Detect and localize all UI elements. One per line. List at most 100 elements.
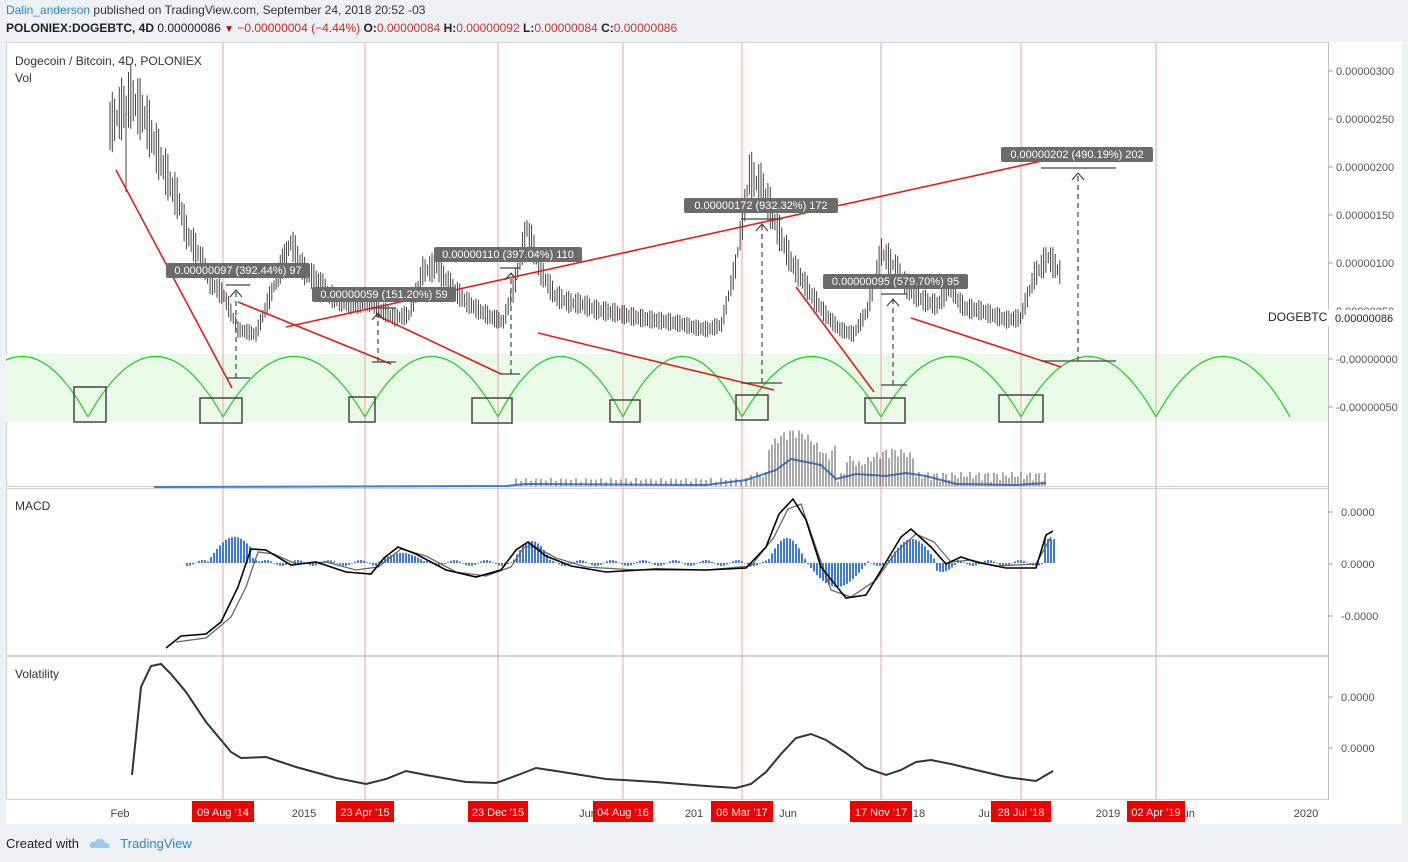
down-arrow-icon: ▼ xyxy=(224,24,235,35)
macd-histogram-bar xyxy=(783,538,785,563)
macd-histogram-bar xyxy=(906,540,908,563)
macd-histogram-bar xyxy=(666,562,668,564)
macd-histogram-bar xyxy=(972,563,974,566)
macd-histogram-bar xyxy=(336,563,338,564)
x-axis-label: Ju xyxy=(978,808,990,820)
symbol: POLONIEX:DOGEBTC, 4D xyxy=(6,21,155,35)
volatility-y-tick-label: 0.0000 xyxy=(1341,743,1375,755)
macd-histogram-bar xyxy=(975,563,977,566)
cycle-arc xyxy=(497,356,624,418)
macd-histogram-bar xyxy=(189,563,191,566)
cycle-low-box xyxy=(471,397,513,424)
macd-histogram-bar xyxy=(1002,563,1004,566)
macd-histogram-bar xyxy=(195,562,197,564)
macd-histogram-bar xyxy=(597,563,599,566)
macd-histogram-bar xyxy=(489,560,491,563)
date-tag-label: 23 Apr '15 xyxy=(340,807,389,819)
x-axis-label: 18 xyxy=(913,808,925,820)
measure-label: 0.00000095 (579.70%) 95 xyxy=(832,276,959,288)
macd-histogram-bar xyxy=(750,563,752,566)
macd-histogram-bar xyxy=(1044,539,1046,563)
trend-line xyxy=(910,317,1062,368)
macd-histogram-bar xyxy=(822,563,824,581)
macd-histogram-bar xyxy=(477,563,479,564)
measure-label-box xyxy=(434,247,582,262)
macd-histogram-bar xyxy=(987,560,989,563)
date-tag-label: 04 Aug '16 xyxy=(597,807,649,819)
macd-histogram-bar xyxy=(693,563,695,566)
cycle-arc xyxy=(1020,355,1157,418)
author-link[interactable]: Dalin_anderson xyxy=(6,3,91,17)
volatility-line xyxy=(131,662,1054,790)
macd-histogram-bar xyxy=(903,541,905,563)
trend-line xyxy=(537,332,775,391)
macd-histogram-bar xyxy=(612,560,614,563)
macd-histogram-bar xyxy=(408,553,410,563)
macd-histogram-bar xyxy=(942,563,944,572)
macd-histogram-bar xyxy=(999,563,1001,565)
macd-histogram-bar xyxy=(681,562,683,564)
cycle-arc xyxy=(0,355,89,418)
volume-label: Vol xyxy=(15,71,32,85)
macd-histogram-bar xyxy=(231,537,233,563)
macd-histogram-bar xyxy=(600,563,602,565)
macd-histogram-bar xyxy=(645,560,647,563)
macd-histogram-bar xyxy=(345,563,347,566)
macd-histogram-bar xyxy=(624,563,626,566)
macd-signal-line xyxy=(175,503,1052,643)
measure-label-box xyxy=(823,274,968,289)
macd-histogram-bar xyxy=(732,561,734,563)
macd-histogram-bar xyxy=(891,555,893,563)
macd-histogram-bar xyxy=(207,561,209,563)
date-tag-label: 02 Apr '19 xyxy=(1131,807,1180,819)
macd-histogram-bar xyxy=(789,538,791,563)
macd-histogram-bar xyxy=(801,553,803,563)
cycle-arc xyxy=(222,355,366,418)
macd-title: MACD xyxy=(15,499,51,513)
measure-label: 0.00000172 (932.32%) 172 xyxy=(694,200,827,212)
measure-arrow-icon xyxy=(886,298,900,307)
macd-histogram-bar xyxy=(633,563,635,564)
macd-histogram-bar xyxy=(834,563,836,587)
macd-histogram-bar xyxy=(327,560,329,563)
x-axis-label: 2015 xyxy=(292,808,316,820)
chart-svg[interactable]: 0.00000097 (392.44%) 97 0.00000059 (151.2… xyxy=(0,18,1402,824)
macd-histogram-bar xyxy=(222,542,224,563)
macd-histogram-bar xyxy=(519,550,521,563)
macd-histogram-bar xyxy=(237,537,239,563)
cycle-low-box xyxy=(73,386,107,423)
measure-label: 0.00000110 (397.04%) 110 xyxy=(442,249,574,261)
macd-histogram-bar xyxy=(411,554,413,563)
macd-histogram-bar xyxy=(342,563,344,566)
macd-histogram-bar xyxy=(228,538,230,563)
macd-histogram-bar xyxy=(960,560,962,563)
macd-histogram-bar xyxy=(741,561,743,563)
volatility-title: Volatility xyxy=(15,667,59,681)
macd-histogram-bar xyxy=(570,563,572,564)
macd-histogram-bar xyxy=(621,563,623,565)
date-tag-label: 09 Aug '14 xyxy=(197,807,249,819)
macd-histogram-bar xyxy=(1041,563,1043,565)
macd-histogram-bar xyxy=(828,563,830,585)
macd-histogram-bar xyxy=(651,563,653,564)
macd-line xyxy=(165,497,1054,649)
macd-histogram-bar xyxy=(678,561,680,563)
macd-histogram-bar xyxy=(720,563,722,566)
macd-histogram-bar xyxy=(447,562,449,563)
macd-histogram-bar xyxy=(594,563,596,566)
macd-histogram-bar xyxy=(360,560,362,563)
macd-histogram-bar xyxy=(969,563,971,566)
macd-histogram-bar xyxy=(198,561,200,563)
macd-histogram-bar xyxy=(951,563,953,568)
x-axis-label: 201 xyxy=(685,808,703,820)
measure-label-box xyxy=(1001,147,1153,162)
macd-histogram-bar xyxy=(672,560,674,563)
measure-label: 0.00000097 (392.44%) 97 xyxy=(174,265,301,277)
chart-area[interactable]: 0.00000097 (392.44%) 97 0.00000059 (151.2… xyxy=(0,18,1402,824)
macd-histogram-bar xyxy=(1008,563,1010,565)
macd-histogram-bar xyxy=(252,558,254,563)
y-tick-label: 0.00000250 xyxy=(1336,114,1394,126)
cycle-low-box xyxy=(735,394,769,421)
macd-histogram-bar xyxy=(774,548,776,563)
tradingview-link[interactable]: TradingView xyxy=(120,836,192,851)
